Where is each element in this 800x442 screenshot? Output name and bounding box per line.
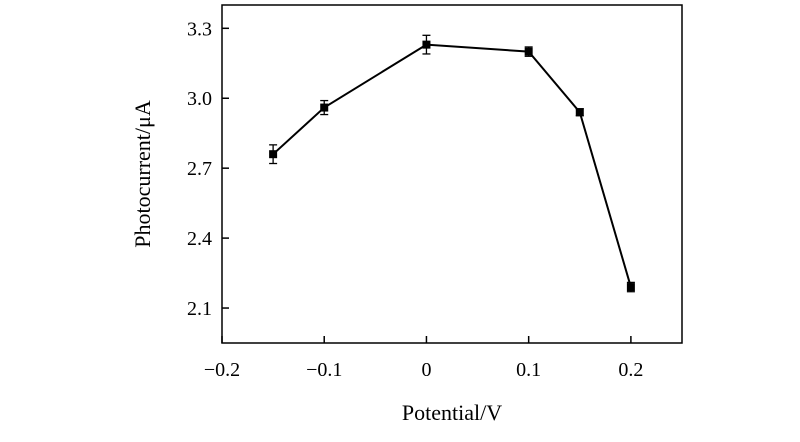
- y-tick-label: 3.0: [187, 88, 212, 110]
- data-series: [269, 34, 635, 293]
- y-tick-label: 2.4: [187, 228, 212, 250]
- x-axis-ticks: −0.2 −0.1 0 0.1 0.2: [204, 336, 643, 381]
- data-point: [269, 150, 278, 159]
- x-tick-label: 0.2: [618, 359, 643, 381]
- x-tick-label: 0: [421, 359, 431, 381]
- x-tick-label: 0.1: [516, 359, 541, 381]
- x-tick-label: −0.1: [306, 359, 342, 381]
- y-tick-label: 3.3: [187, 18, 212, 40]
- plot-frame: [221, 4, 683, 344]
- y-axis-title: Photocurrent/μA: [130, 100, 155, 248]
- x-tick-label: −0.2: [204, 359, 240, 381]
- data-point: [626, 283, 635, 292]
- data-point: [524, 47, 533, 56]
- y-tick-label: 2.1: [187, 298, 212, 320]
- series-line: [272, 43, 632, 288]
- x-axis-title: Potential/V: [402, 400, 502, 425]
- y-axis-ticks: 2.1 2.4 2.7 3.0 3.3: [187, 18, 229, 320]
- data-point: [320, 103, 329, 112]
- data-point: [422, 40, 431, 49]
- data-point: [575, 108, 584, 117]
- y-tick-label: 2.7: [187, 158, 212, 180]
